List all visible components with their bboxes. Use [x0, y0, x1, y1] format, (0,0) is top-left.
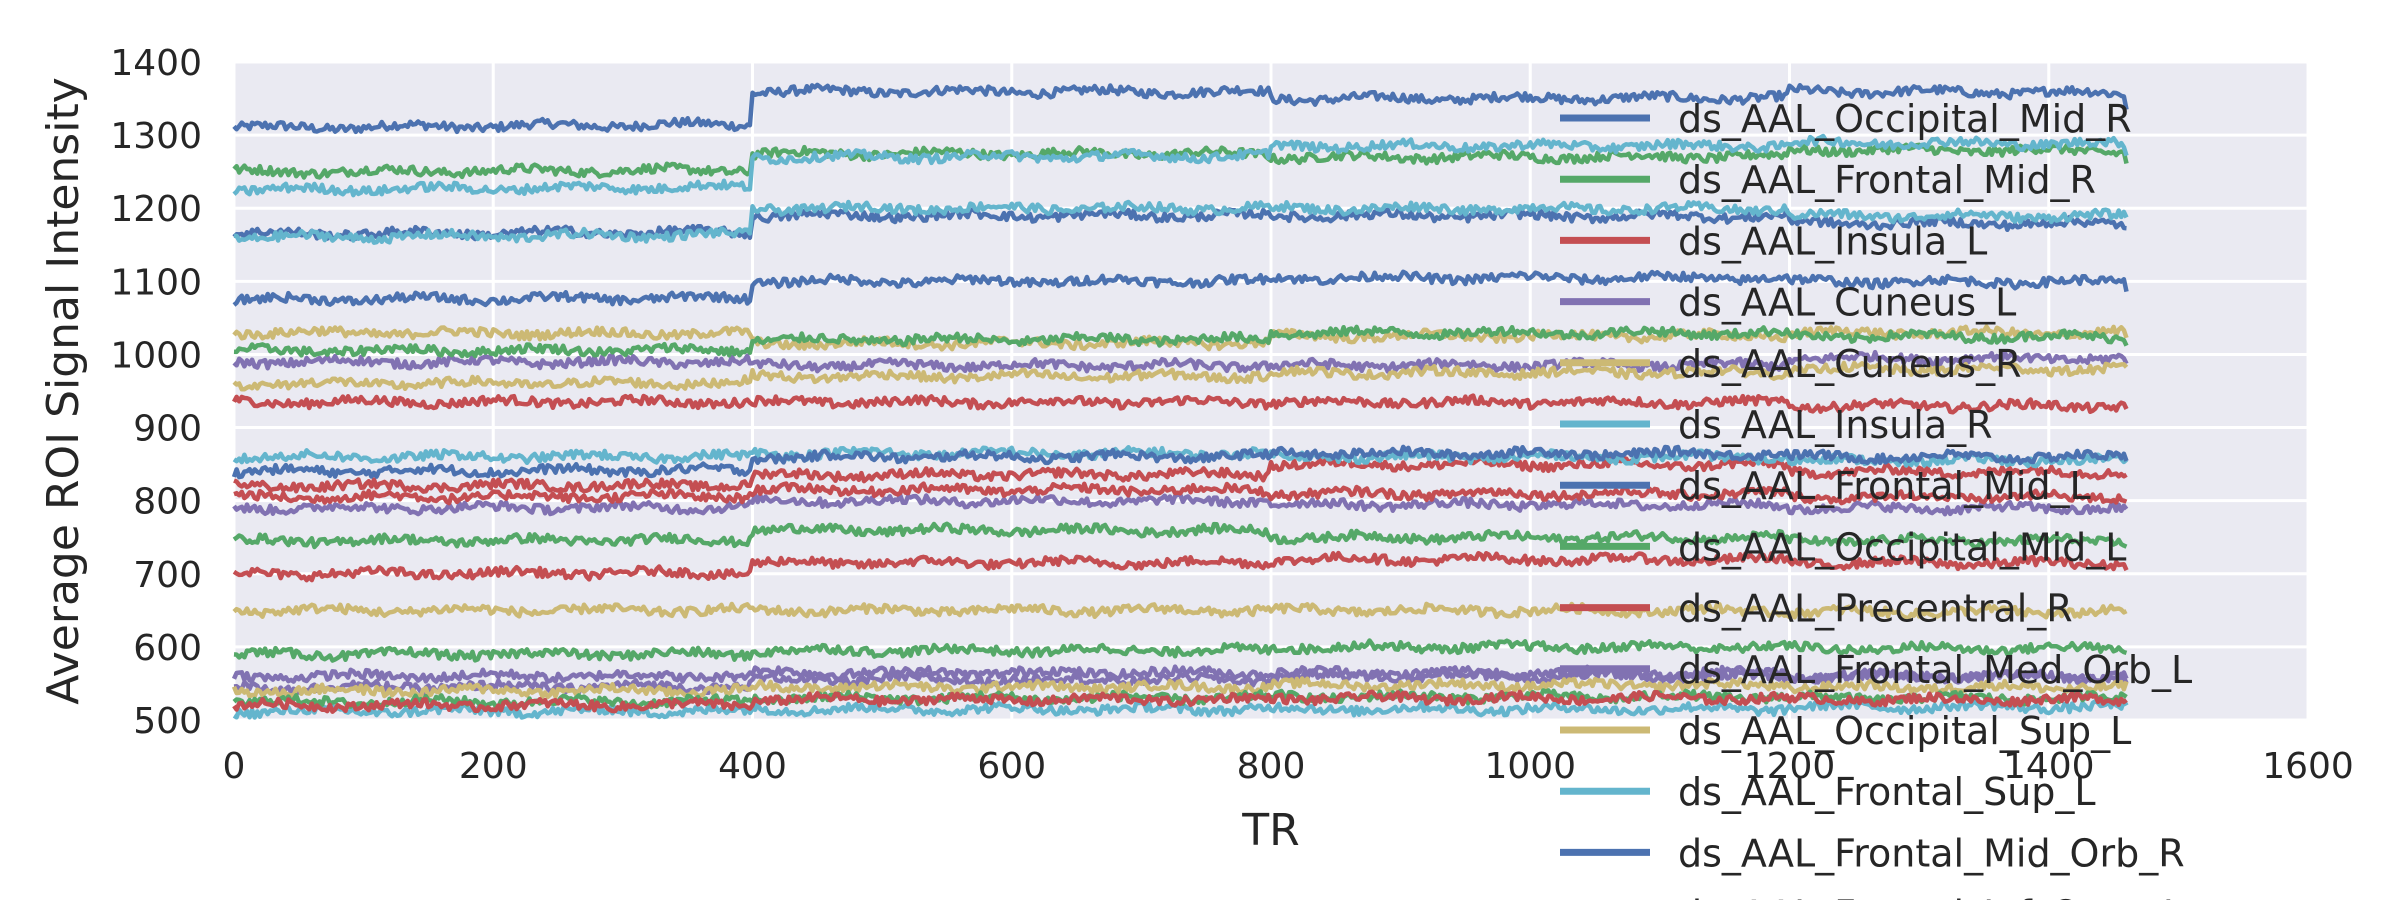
series-line-1	[232, 142, 2129, 180]
series-line-11	[233, 199, 2129, 245]
x-tick-label: 1000	[1484, 746, 1576, 787]
legend-label: ds_AAL_Cuneus_R	[1678, 342, 2022, 386]
series-line-10	[232, 601, 2128, 621]
x-tick-label: 1200	[1744, 746, 1836, 787]
x-tick-labels: 0 200 400 600 800 1000 1200 1400 1600	[223, 746, 2354, 787]
series-line-21	[233, 667, 2129, 696]
series-line-12	[232, 269, 2129, 308]
series-line-13	[233, 324, 2129, 359]
y-tick-label: 1400	[110, 43, 202, 84]
x-axis-label: TR	[1241, 805, 1299, 856]
x-tick-label: 600	[977, 746, 1046, 787]
legend-label: ds_AAL_Insula_L	[1678, 219, 1987, 263]
legend-label: ds_AAL_Cuneus_L	[1678, 281, 2016, 325]
y-tick-label: 1100	[110, 262, 202, 303]
y-tick-label: 600	[133, 628, 202, 669]
x-tick-label: 200	[459, 746, 528, 787]
x-tick-label: 400	[718, 746, 787, 787]
series-line-25	[232, 689, 2128, 714]
y-tick-label: 1200	[110, 189, 202, 230]
series-line-23	[232, 698, 2129, 720]
legend-label: ds_AAL_Precentral_R	[1678, 587, 2073, 631]
series-line-14	[232, 550, 2129, 583]
x-tick-label: 0	[223, 746, 246, 787]
y-tick-label: 1300	[110, 116, 202, 157]
series-line-19	[233, 638, 2128, 663]
x-tick-label: 800	[1237, 746, 1306, 787]
series-line-7	[232, 521, 2128, 550]
series-line-8	[233, 455, 2128, 494]
series-line-16	[232, 360, 2129, 392]
legend-label: ds_AAL_Occipital_Mid_L	[1678, 525, 2126, 569]
y-tick-label: 1000	[110, 335, 202, 376]
y-axis-label: Average ROI Signal Intensity	[38, 77, 89, 705]
legend: ds_AAL_Occipital_Mid_R ds_AAL_Frontal_Mid…	[1560, 97, 2192, 900]
legend-label: ds_AAL_Insula_R	[1678, 403, 1993, 447]
series-line-18	[231, 444, 2129, 480]
x-tick-label: 1400	[2003, 746, 2095, 787]
y-tick-label: 700	[133, 555, 202, 596]
legend-label: ds_AAL_Frontal_Mid_R	[1678, 158, 2096, 202]
y-tick-label: 800	[133, 482, 202, 523]
legend-label: ds_AAL_Frontal_Mid_Orb_R	[1678, 831, 2185, 875]
legend-label: ds_AAL_Frontal_Sup_L	[1678, 770, 2096, 814]
series-group	[231, 82, 2129, 720]
legend-label: ds_AAL_Frontal_Inf_Oper_L	[1678, 893, 2184, 900]
series-line-5	[232, 133, 2129, 198]
y-tick-label: 900	[133, 409, 202, 450]
legend-label: ds_AAL_Frontal_Mid_L	[1678, 464, 2091, 508]
legend-label: ds_AAL_Occipital_Sup_L	[1678, 709, 2131, 753]
x-tick-label: 1600	[2262, 746, 2354, 787]
y-tick-label: 500	[133, 701, 202, 742]
legend-label: ds_AAL_Occipital_Mid_R	[1678, 97, 2132, 141]
series-line-20	[233, 481, 2128, 506]
series-line-2	[232, 393, 2129, 415]
y-tick-labels: 500 600 700 800 900 1000 1100 1200 1300 1400	[110, 43, 202, 742]
series-line-3	[232, 349, 2129, 374]
legend-label: ds_AAL_Frontal_Med_Orb_L	[1678, 648, 2192, 692]
series-line-0	[232, 82, 2129, 135]
